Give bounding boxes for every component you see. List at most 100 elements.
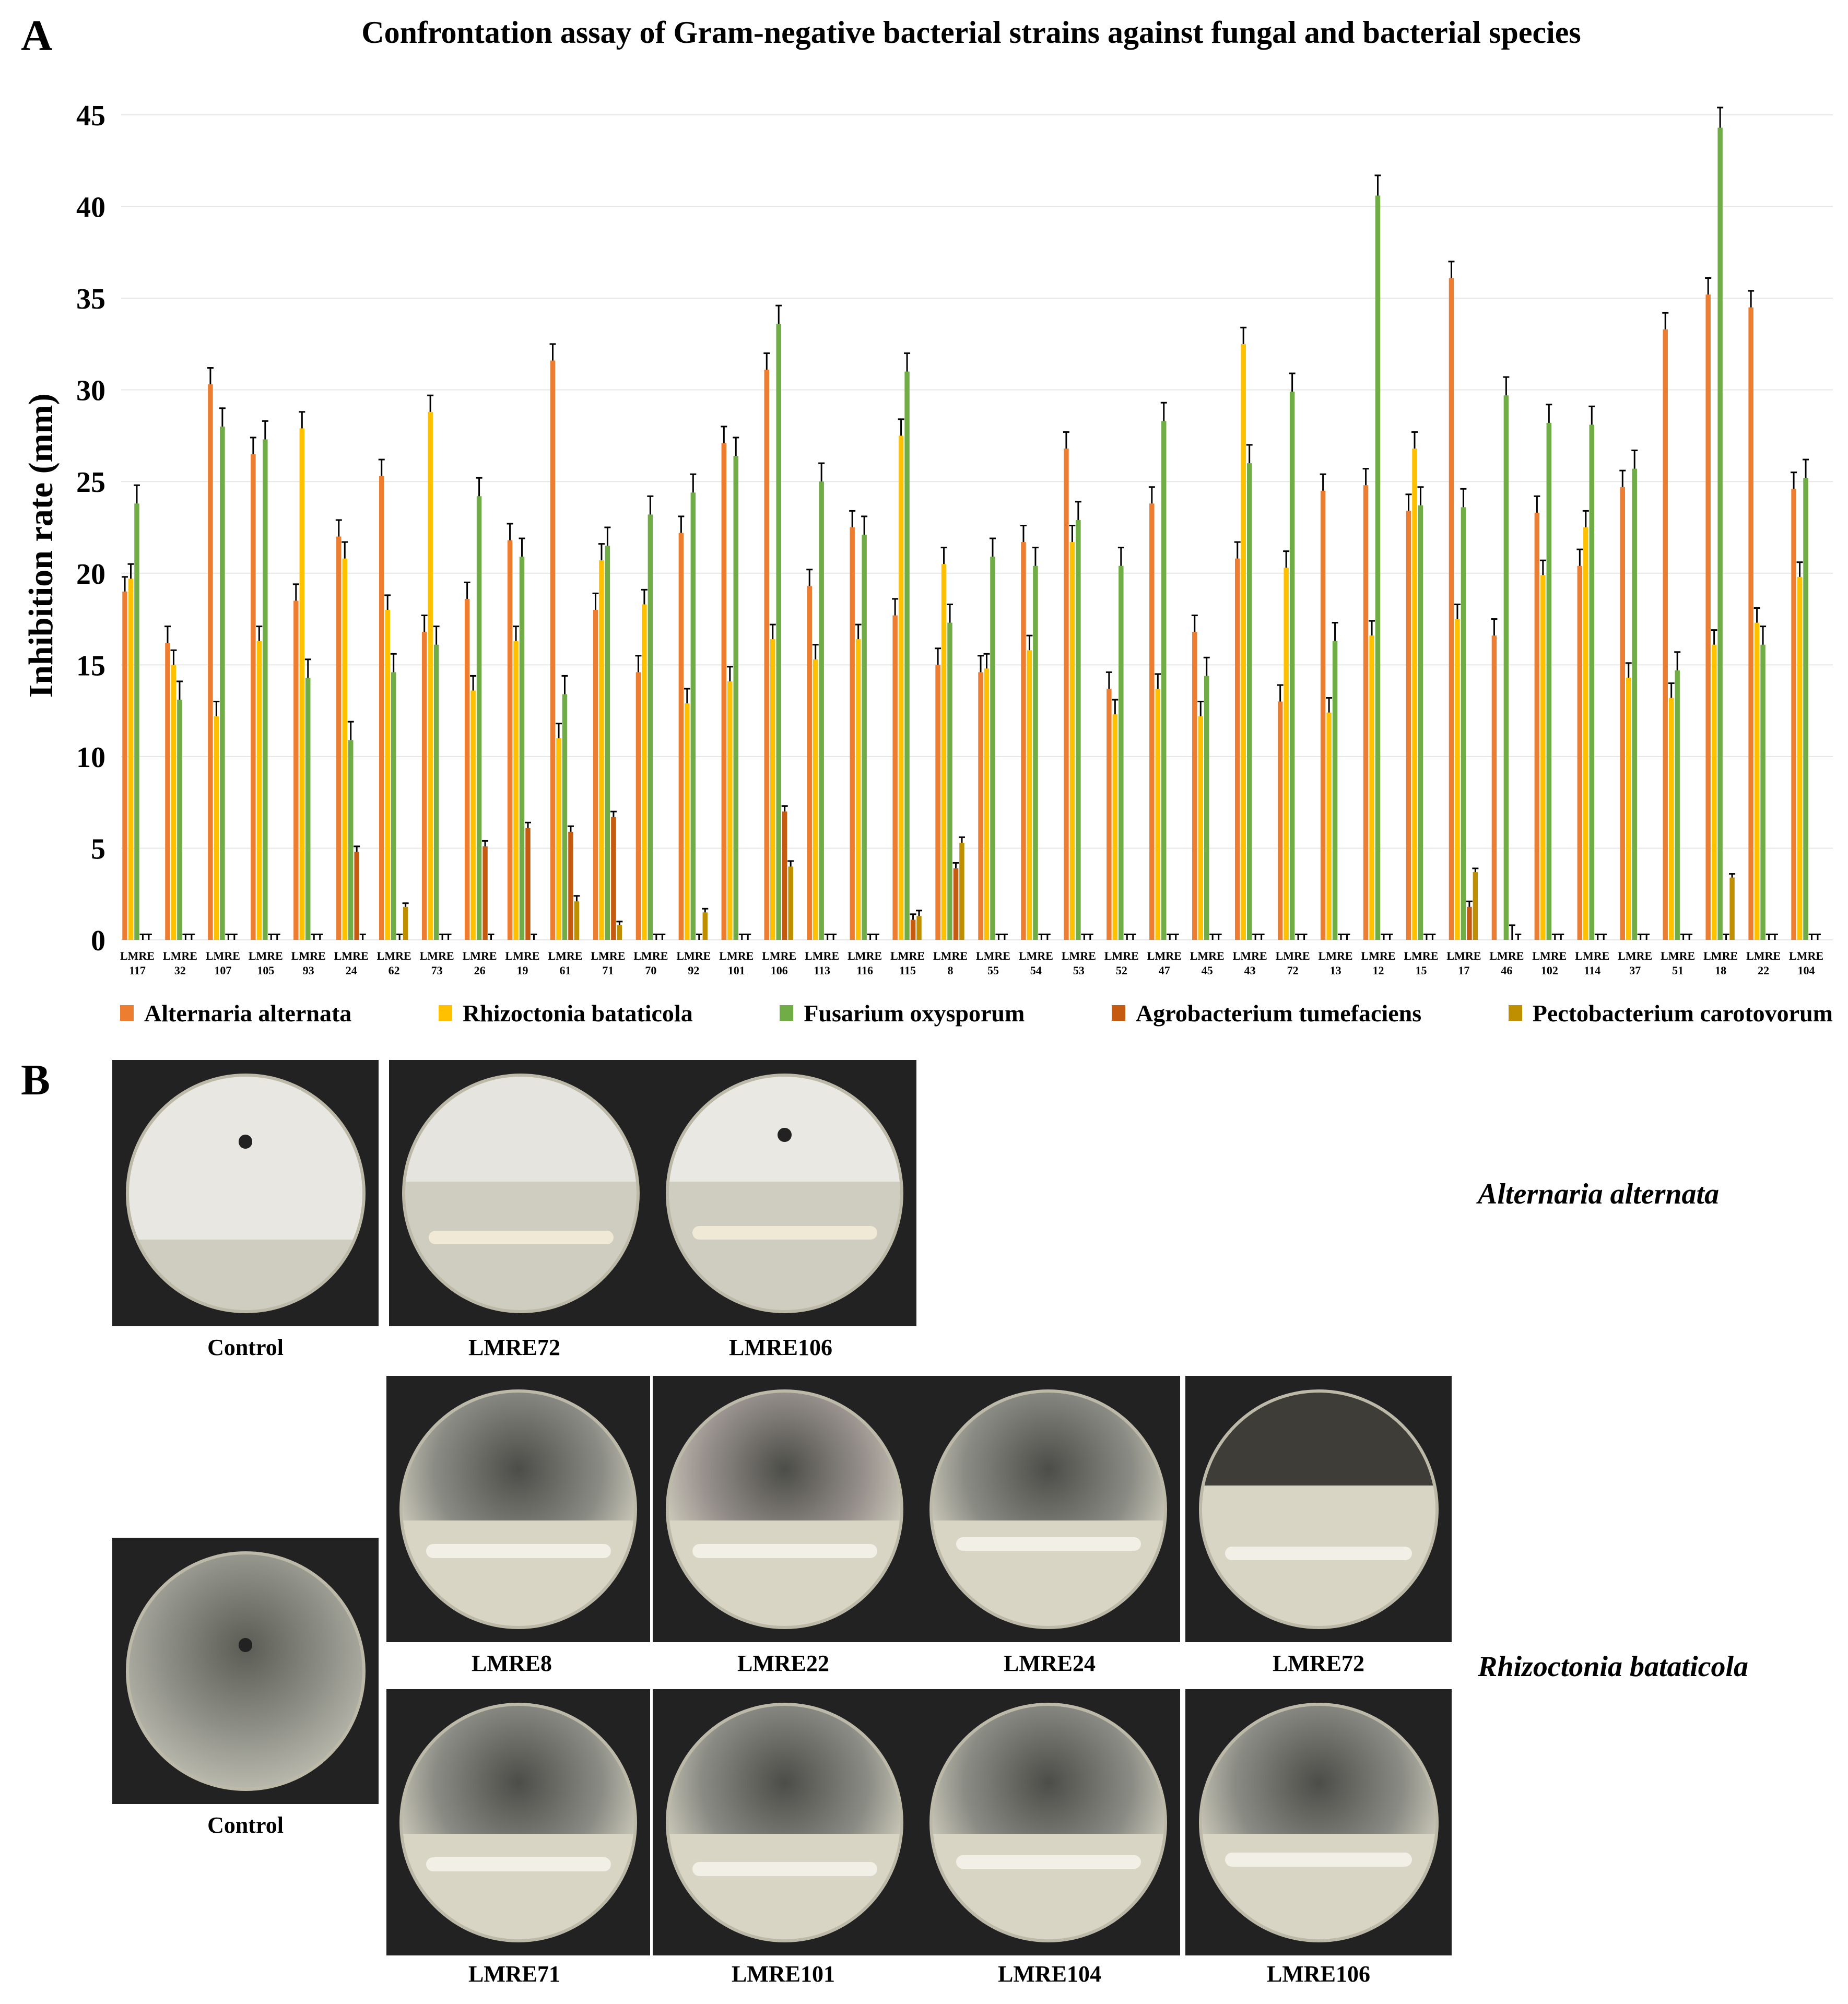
bar: [385, 610, 390, 940]
y-tick-label: 0: [91, 925, 105, 957]
bar: [776, 324, 781, 940]
bar: [1289, 392, 1295, 940]
bar: [550, 360, 556, 940]
bar: [935, 665, 940, 940]
bar: [959, 842, 964, 940]
legend-item-alternaria: Alternaria alternata: [120, 999, 351, 1027]
x-tick-label-prefix: LMRE: [206, 949, 240, 962]
bar: [807, 586, 812, 940]
bar: [855, 639, 861, 940]
x-tick-label: 51: [1672, 964, 1684, 977]
x-tick-label: 61: [559, 964, 571, 977]
x-tick-label: 73: [431, 964, 443, 977]
x-tick-label: 47: [1159, 964, 1170, 977]
x-tick-label-prefix: LMRE: [1147, 949, 1182, 962]
bar: [850, 527, 855, 940]
x-tick-label: 32: [174, 964, 186, 977]
bar: [1033, 565, 1038, 940]
plate-photo-alternaria-lmre106: [653, 1060, 916, 1326]
x-tick-label-prefix: LMRE: [1404, 949, 1438, 962]
x-tick-label: 17: [1458, 964, 1469, 977]
bar: [605, 546, 610, 940]
bar: [1277, 701, 1283, 940]
x-tick-label: 53: [1073, 964, 1085, 977]
bar: [1620, 487, 1626, 940]
bar: [305, 677, 311, 940]
x-tick-label: 105: [257, 964, 274, 977]
x-tick-label: 70: [645, 964, 656, 977]
bar: [1540, 575, 1546, 940]
bar: [788, 866, 793, 940]
plate-photo-rhizoctonia-lmre71: [386, 1689, 650, 1955]
x-tick-label: 8: [948, 964, 954, 977]
x-tick-label-prefix: LMRE: [762, 949, 796, 962]
bar: [1112, 714, 1118, 940]
plate-photo-rhizoctonia-control: [112, 1538, 379, 1804]
bar: [1754, 622, 1760, 940]
bar: [1663, 329, 1668, 940]
x-tick-label-prefix: LMRE: [1618, 949, 1652, 962]
bar: [721, 443, 727, 940]
bar: [1369, 635, 1374, 940]
plate-photo-alternaria-lmre72: [389, 1060, 653, 1326]
x-tick-label: 54: [1030, 964, 1042, 977]
x-tick-label: 71: [602, 964, 614, 977]
x-tick-label: 22: [1758, 964, 1769, 977]
x-tick-label-prefix: LMRE: [163, 949, 197, 962]
bar: [1791, 489, 1796, 940]
bar: [1748, 307, 1753, 940]
bar: [1326, 712, 1332, 940]
species-label-rhizoctonia: Rhizoctonia bataticola: [1478, 1651, 1749, 1683]
plate-photo-alternaria-control: [112, 1060, 379, 1326]
bar: [1284, 568, 1289, 940]
legend-label: Fusarium oxysporum: [804, 999, 1025, 1027]
x-tick-label: 114: [1584, 964, 1600, 977]
plate-photo-rhizoctonia-lmre101: [653, 1689, 916, 1955]
bar: [525, 828, 531, 940]
x-tick-label: 93: [303, 964, 314, 977]
x-tick-label: 15: [1415, 964, 1427, 977]
y-tick-label: 5: [91, 833, 105, 865]
bar: [733, 456, 739, 940]
bar: [1021, 542, 1026, 940]
bar: [1064, 449, 1069, 940]
bar: [470, 690, 476, 940]
bar: [1204, 676, 1209, 940]
x-tick-label-prefix: LMRE: [1703, 949, 1738, 962]
x-tick-label: 46: [1501, 964, 1512, 977]
bar: [1234, 558, 1240, 940]
x-tick-label: 52: [1116, 964, 1127, 977]
bar: [293, 600, 299, 940]
bar: [171, 665, 176, 940]
bar: [128, 579, 134, 940]
bar: [1632, 468, 1637, 940]
plate-label: LMRE71: [468, 1961, 560, 1987]
x-tick-label-prefix: LMRE: [291, 949, 326, 962]
y-tick-label: 35: [76, 283, 105, 315]
y-axis-title: Inhibition rate (mm): [22, 394, 60, 698]
x-tick-label-prefix: LMRE: [1062, 949, 1096, 962]
bar: [984, 668, 990, 940]
bar: [476, 496, 482, 940]
x-tick-label-prefix: LMRE: [1190, 949, 1225, 962]
x-tick-label: 72: [1287, 964, 1299, 977]
x-tick-label-prefix: LMRE: [505, 949, 540, 962]
plate-label: LMRE104: [998, 1961, 1101, 1987]
legend-swatch: [438, 1005, 452, 1021]
plate-photo-rhizoctonia-lmre24: [916, 1376, 1180, 1642]
bar: [819, 481, 824, 940]
plate-label: LMRE24: [1004, 1651, 1096, 1676]
x-tick-label: 113: [814, 964, 830, 977]
bar: [568, 831, 573, 940]
x-tick-label-prefix: LMRE: [890, 949, 925, 962]
x-tick-label-prefix: LMRE: [1233, 949, 1267, 962]
legend-swatch: [1508, 1005, 1522, 1021]
bar: [122, 591, 127, 940]
bar: [1491, 635, 1497, 940]
x-tick-label: 107: [214, 964, 231, 977]
bar: [1729, 877, 1735, 940]
x-tick-label-prefix: LMRE: [249, 949, 283, 962]
y-tick-label: 40: [76, 192, 105, 224]
x-tick-label: 101: [728, 964, 745, 977]
